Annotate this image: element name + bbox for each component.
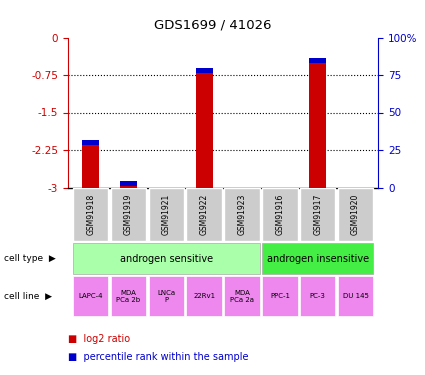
Text: androgen sensitive: androgen sensitive bbox=[120, 254, 213, 264]
Text: GDS1699 / 41026: GDS1699 / 41026 bbox=[154, 19, 271, 32]
Text: androgen insensitive: androgen insensitive bbox=[266, 254, 369, 264]
Bar bbox=[309, 57, 326, 63]
Text: LAPC-4: LAPC-4 bbox=[79, 293, 103, 299]
Text: GSM91920: GSM91920 bbox=[351, 194, 360, 236]
FancyBboxPatch shape bbox=[111, 276, 146, 316]
Bar bbox=[82, 140, 99, 145]
FancyBboxPatch shape bbox=[187, 188, 222, 242]
Text: MDA
PCa 2b: MDA PCa 2b bbox=[116, 290, 141, 303]
Text: GSM91922: GSM91922 bbox=[200, 194, 209, 236]
FancyBboxPatch shape bbox=[262, 276, 298, 316]
FancyBboxPatch shape bbox=[73, 276, 108, 316]
Text: DU 145: DU 145 bbox=[343, 293, 368, 299]
Text: cell line  ▶: cell line ▶ bbox=[4, 292, 52, 301]
Bar bbox=[82, 142, 99, 188]
FancyBboxPatch shape bbox=[111, 188, 146, 242]
Bar bbox=[196, 68, 213, 72]
FancyBboxPatch shape bbox=[224, 188, 260, 242]
Text: ■  log2 ratio: ■ log2 ratio bbox=[68, 334, 130, 344]
Bar bbox=[120, 183, 137, 188]
Text: PPC-1: PPC-1 bbox=[270, 293, 290, 299]
FancyBboxPatch shape bbox=[262, 188, 298, 242]
FancyBboxPatch shape bbox=[262, 243, 373, 274]
Text: ■  percentile rank within the sample: ■ percentile rank within the sample bbox=[68, 352, 249, 362]
Text: GSM91923: GSM91923 bbox=[238, 194, 246, 236]
FancyBboxPatch shape bbox=[338, 276, 373, 316]
Text: GSM91916: GSM91916 bbox=[275, 194, 284, 236]
Bar bbox=[120, 181, 137, 186]
Text: GSM91921: GSM91921 bbox=[162, 194, 171, 236]
Bar bbox=[196, 70, 213, 188]
FancyBboxPatch shape bbox=[73, 243, 260, 274]
Text: LNCa
P: LNCa P bbox=[157, 290, 176, 303]
Text: 22Rv1: 22Rv1 bbox=[193, 293, 215, 299]
FancyBboxPatch shape bbox=[73, 188, 108, 242]
Text: MDA
PCa 2a: MDA PCa 2a bbox=[230, 290, 254, 303]
Text: cell type  ▶: cell type ▶ bbox=[4, 254, 56, 263]
Text: GSM91917: GSM91917 bbox=[313, 194, 322, 236]
FancyBboxPatch shape bbox=[338, 188, 373, 242]
Text: GSM91919: GSM91919 bbox=[124, 194, 133, 236]
Text: GSM91918: GSM91918 bbox=[86, 194, 95, 236]
FancyBboxPatch shape bbox=[149, 276, 184, 316]
Text: PC-3: PC-3 bbox=[310, 293, 326, 299]
FancyBboxPatch shape bbox=[187, 276, 222, 316]
FancyBboxPatch shape bbox=[224, 276, 260, 316]
Bar bbox=[309, 60, 326, 188]
FancyBboxPatch shape bbox=[300, 276, 335, 316]
FancyBboxPatch shape bbox=[300, 188, 335, 242]
FancyBboxPatch shape bbox=[149, 188, 184, 242]
